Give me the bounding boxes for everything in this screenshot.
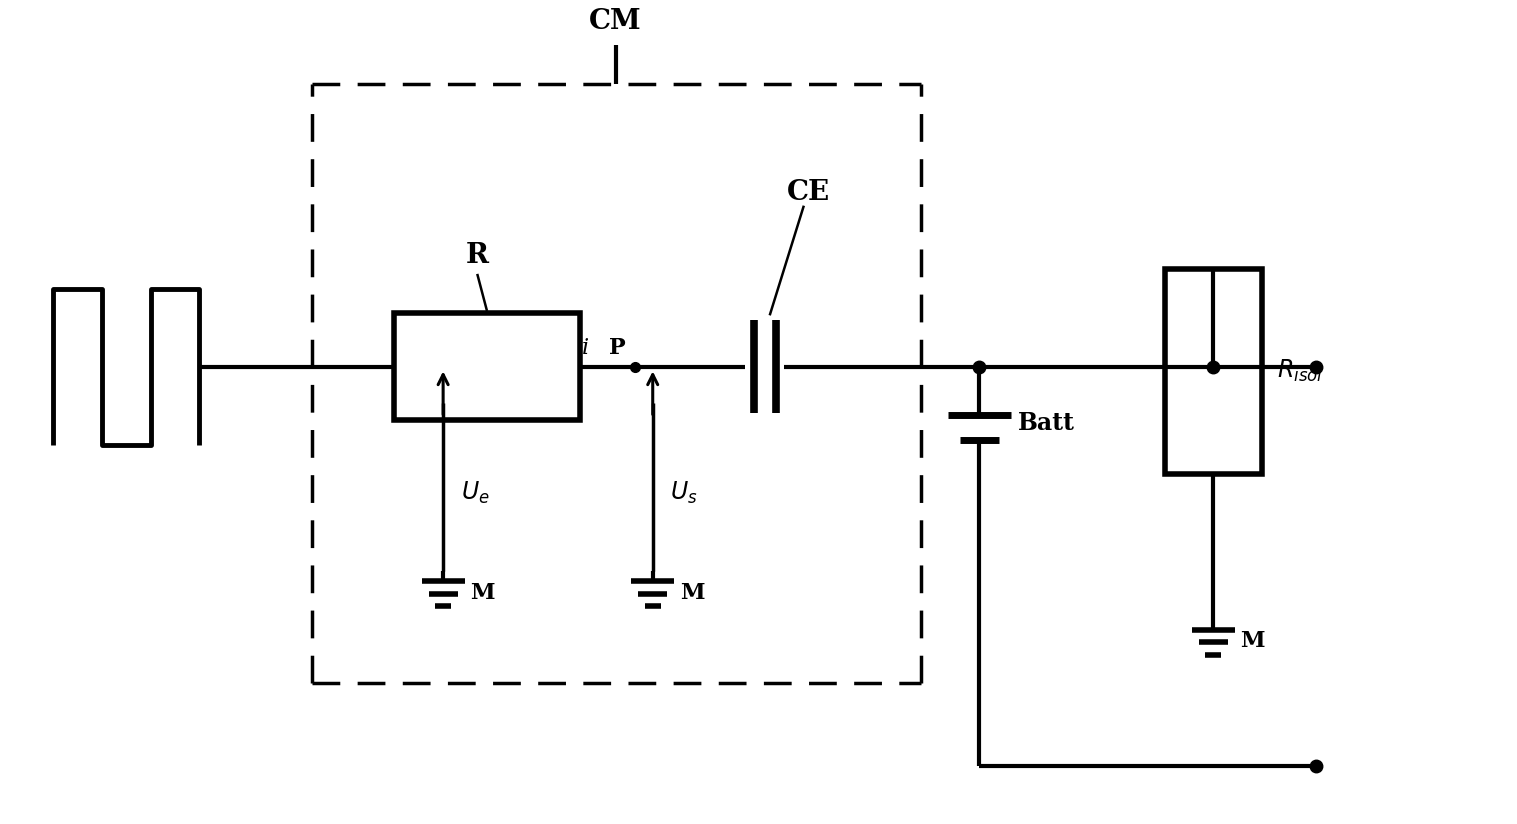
Text: M: M [1241,630,1265,653]
Text: $U_s$: $U_s$ [671,480,698,507]
Text: CE: CE [787,179,830,206]
Text: R: R [466,242,488,269]
Text: i: i [583,337,590,358]
Text: $R_{isol}$: $R_{isol}$ [1277,358,1323,385]
Bar [1165,269,1262,474]
Text: Batt: Batt [1018,410,1076,434]
Text: P: P [608,337,625,358]
Bar [394,313,579,420]
Text: $U_e$: $U_e$ [461,480,490,507]
Text: CM: CM [590,8,642,35]
Text: M: M [680,582,704,604]
Text: M: M [470,582,495,604]
